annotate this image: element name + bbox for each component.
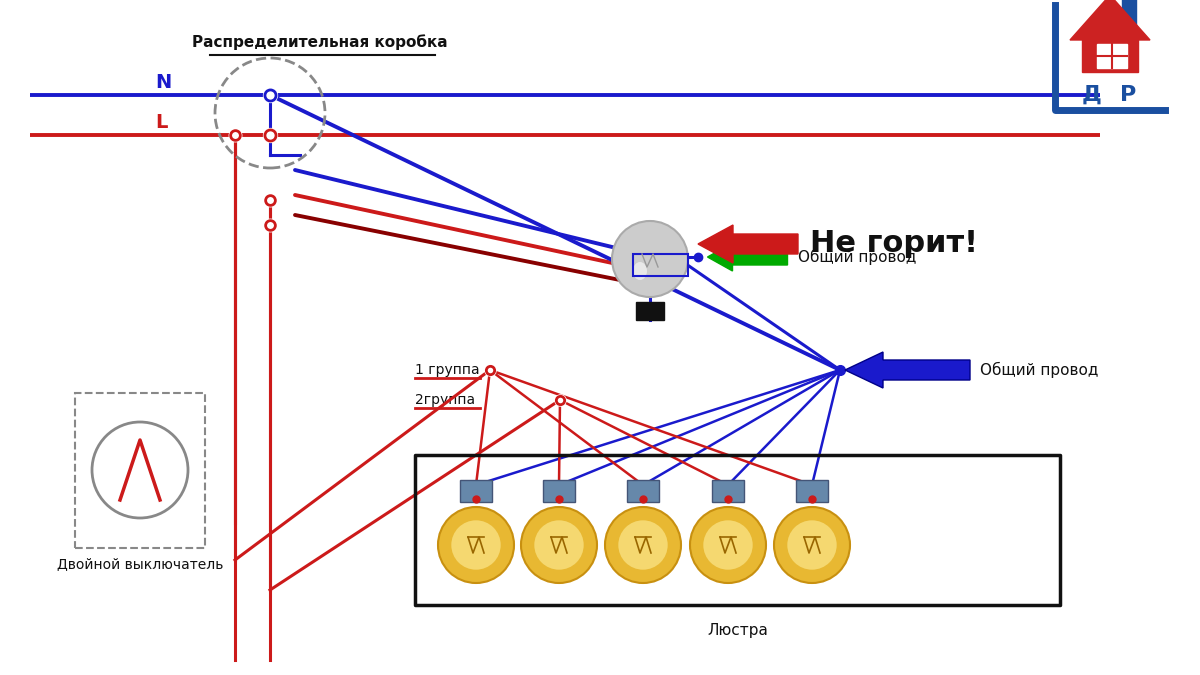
Circle shape — [521, 507, 598, 583]
Text: Люстра: Люстра — [707, 622, 768, 637]
Bar — [632, 254, 688, 276]
Circle shape — [690, 507, 766, 583]
Circle shape — [618, 520, 667, 570]
Circle shape — [534, 520, 583, 570]
Circle shape — [438, 507, 514, 583]
Bar — [542, 480, 575, 502]
Bar — [1097, 44, 1127, 68]
Bar — [712, 480, 744, 502]
Text: N: N — [155, 73, 172, 92]
Text: Общий провод: Общий провод — [980, 362, 1098, 378]
Text: 2группа: 2группа — [415, 393, 475, 407]
Circle shape — [605, 507, 682, 583]
Bar — [460, 480, 492, 502]
Text: Р: Р — [1120, 85, 1136, 105]
Circle shape — [451, 520, 500, 570]
Bar — [636, 302, 664, 320]
FancyArrow shape — [708, 243, 787, 271]
Text: Двойной выключатель: Двойной выключатель — [56, 558, 223, 572]
Text: Распределительная коробка: Распределительная коробка — [192, 34, 448, 50]
Text: 1 группа: 1 группа — [415, 363, 480, 377]
Circle shape — [774, 507, 850, 583]
Bar — [1122, 0, 1136, 32]
FancyArrow shape — [698, 225, 798, 263]
Text: Общий провод: Общий провод — [798, 249, 916, 265]
Polygon shape — [1070, 0, 1150, 40]
Circle shape — [703, 520, 752, 570]
FancyArrow shape — [845, 352, 970, 388]
Ellipse shape — [634, 262, 647, 280]
Bar — [74, 392, 205, 547]
Text: L: L — [155, 113, 167, 132]
Bar — [415, 455, 1060, 605]
Text: Не горит!: Не горит! — [810, 230, 978, 259]
Bar — [796, 480, 828, 502]
Circle shape — [787, 520, 836, 570]
Bar — [1082, 38, 1138, 72]
Bar — [628, 480, 659, 502]
Text: Д: Д — [1082, 85, 1102, 105]
Circle shape — [612, 221, 688, 297]
